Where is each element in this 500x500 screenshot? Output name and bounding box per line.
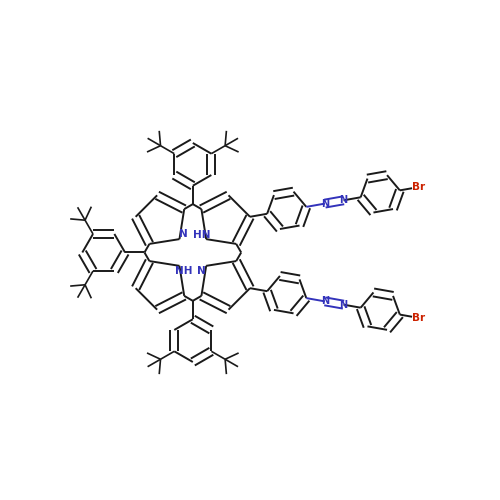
Text: Br: Br <box>412 313 425 323</box>
Text: N: N <box>321 198 329 208</box>
Text: HN: HN <box>194 230 211 240</box>
Text: NH: NH <box>174 266 192 276</box>
Text: Br: Br <box>412 182 425 192</box>
Text: N: N <box>179 229 188 239</box>
Text: N: N <box>340 196 347 205</box>
Text: N: N <box>340 300 347 310</box>
Text: N: N <box>197 266 205 276</box>
Text: N: N <box>321 296 329 306</box>
